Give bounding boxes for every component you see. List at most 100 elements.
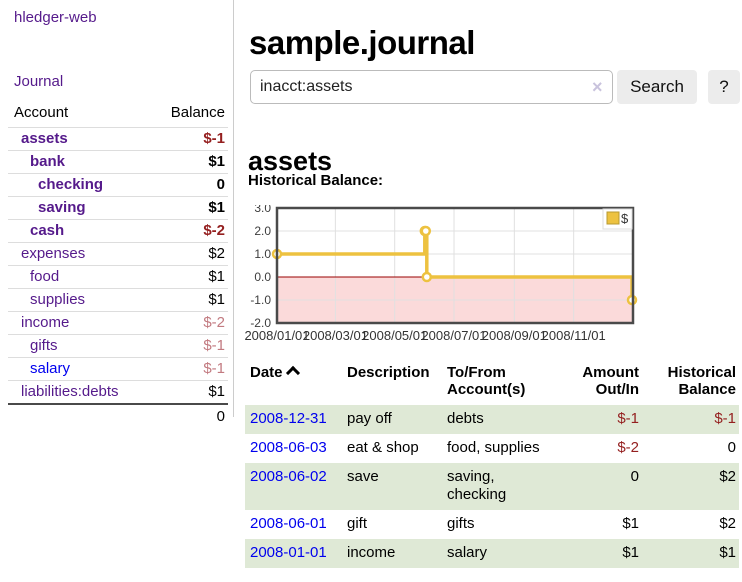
account-balance: $1	[147, 150, 228, 174]
svg-text:2008/07/01: 2008/07/01	[421, 328, 486, 343]
account-balance: $-1	[147, 334, 228, 358]
chart-title: Historical Balance:	[248, 172, 384, 189]
txn-date-link[interactable]: 2008-06-02	[250, 468, 327, 485]
account-balance: $1	[147, 196, 228, 220]
svg-text:1.0: 1.0	[254, 247, 271, 261]
table-row: bank $1	[8, 150, 228, 174]
table-row: checking 0	[8, 173, 228, 197]
table-row: 2008-06-03 eat & shop food, supplies $-2…	[245, 434, 739, 463]
search-input[interactable]	[250, 70, 613, 104]
accounts-col-balance: Balance	[147, 101, 228, 128]
sidebar-item-saving[interactable]: saving	[38, 199, 86, 216]
txn-description: eat & shop	[347, 439, 419, 456]
accounts-header-row: Account Balance	[8, 101, 228, 128]
table-row: salary $-1	[8, 357, 228, 381]
sidebar-item-expenses[interactable]: expenses	[21, 245, 86, 262]
svg-text:0.0: 0.0	[254, 270, 271, 284]
sidebar-item-gifts[interactable]: gifts	[30, 337, 58, 354]
account-balance: $2	[147, 242, 228, 266]
table-row: cash $-2	[8, 219, 228, 243]
sidebar-item-supplies[interactable]: supplies	[30, 291, 86, 308]
svg-text:2008/11/01: 2008/11/01	[542, 328, 606, 343]
table-row: 2008-01-01 income salary $1 $1	[245, 539, 739, 568]
col-header-description: Description	[347, 364, 430, 381]
txn-balance: 0	[727, 439, 736, 456]
txn-date-link[interactable]: 2008-06-03	[250, 439, 327, 456]
svg-text:2.0: 2.0	[254, 224, 271, 238]
txn-accounts: debts	[442, 405, 554, 434]
account-balance: $-2	[147, 219, 228, 243]
txn-amount: $-1	[554, 405, 642, 434]
account-balance: $-2	[147, 311, 228, 335]
col-header-amount: Amount Out/In	[582, 364, 639, 398]
sidebar-item-assets[interactable]: assets	[21, 130, 68, 147]
search-form: × Search ?	[240, 70, 742, 106]
clear-search-icon[interactable]: ×	[592, 77, 603, 97]
sidebar-item-food[interactable]: food	[30, 268, 60, 285]
table-row: 2008-06-01 gift gifts $1 $2	[245, 510, 739, 539]
txn-accounts: salary	[442, 539, 554, 568]
svg-text:3.0: 3.0	[254, 205, 271, 215]
page-title: sample.journal	[249, 24, 475, 62]
svg-text:2008/01/01: 2008/01/01	[244, 328, 309, 343]
table-row: assets $-1	[8, 127, 228, 151]
table-row: liabilities:debts $1	[8, 380, 228, 405]
svg-text:2008/05/01: 2008/05/01	[362, 328, 427, 343]
search-button[interactable]: Search	[617, 70, 697, 104]
txn-date-link[interactable]: 2008-01-01	[250, 544, 327, 561]
account-balance: 0	[147, 173, 228, 197]
account-heading: assets	[248, 146, 333, 177]
txn-description: save	[342, 463, 442, 510]
svg-text:-2.0: -2.0	[250, 316, 271, 330]
accounts-total: 0	[147, 403, 228, 428]
txn-description: gift	[347, 515, 368, 532]
txn-amount: 0	[554, 463, 642, 510]
txn-balance: $1	[642, 539, 739, 568]
svg-text:2008/09/01: 2008/09/01	[482, 328, 547, 343]
accounts-col-account: Account	[8, 101, 148, 128]
txn-description: pay off	[342, 405, 442, 434]
account-balance: $1	[147, 288, 228, 312]
sidebar-item-bank[interactable]: bank	[30, 153, 66, 170]
txn-date-link[interactable]: 2008-06-01	[250, 515, 327, 532]
col-header-date[interactable]: Date	[245, 360, 342, 405]
txn-balance: $2	[719, 515, 736, 532]
accounts-total-row: 0	[8, 403, 228, 428]
col-header-tofrom: To/From Account(s)	[447, 364, 526, 398]
table-row: saving $1	[8, 196, 228, 220]
sort-ascending-icon	[285, 365, 300, 381]
sidebar-item-liabilities-debts[interactable]: liabilities:debts	[21, 383, 119, 400]
table-row: supplies $1	[8, 288, 228, 312]
table-row: expenses $2	[8, 242, 228, 266]
table-row: gifts $-1	[8, 334, 228, 358]
account-balance: $-1	[147, 357, 228, 381]
sidebar-item-checking[interactable]: checking	[38, 176, 104, 193]
txn-balance: $2	[642, 463, 739, 510]
account-balance: $1	[147, 265, 228, 289]
txn-date-link[interactable]: 2008-12-31	[250, 410, 327, 427]
sidebar-item-income[interactable]: income	[21, 314, 70, 331]
svg-text:-1.0: -1.0	[250, 293, 271, 307]
register-header-row: Date Description To/From Account(s) Amoun…	[245, 360, 739, 405]
table-row: income $-2	[8, 311, 228, 335]
table-row: 2008-06-02 save saving, checking 0 $2	[245, 463, 739, 510]
sidebar-item-salary[interactable]: salary	[30, 360, 71, 377]
txn-amount: $1	[554, 539, 642, 568]
accounts-table: Account Balance assets $-1 bank $1 checkin…	[8, 101, 228, 428]
help-button[interactable]: ?	[708, 70, 740, 104]
txn-description: income	[342, 539, 442, 568]
brand-link[interactable]: hledger-web	[14, 9, 97, 26]
sidebar-divider	[233, 0, 234, 417]
txn-accounts: gifts	[447, 515, 475, 532]
balance-chart: 3.0 2.0 1.0 0.0 -1.0 -2.02008/01/012008/03/01…	[244, 205, 638, 343]
register-table: Date Description To/From Account(s) Amoun…	[245, 360, 739, 568]
account-balance: $1	[147, 380, 228, 405]
sidebar-item-cash[interactable]: cash	[30, 222, 65, 239]
txn-balance: $-1	[642, 405, 739, 434]
txn-accounts: saving, checking	[442, 463, 554, 510]
txn-accounts: food, supplies	[447, 439, 540, 456]
txn-amount: $-2	[617, 439, 639, 456]
table-row: food $1	[8, 265, 228, 289]
sidebar-item-journal[interactable]: Journal	[14, 73, 64, 90]
